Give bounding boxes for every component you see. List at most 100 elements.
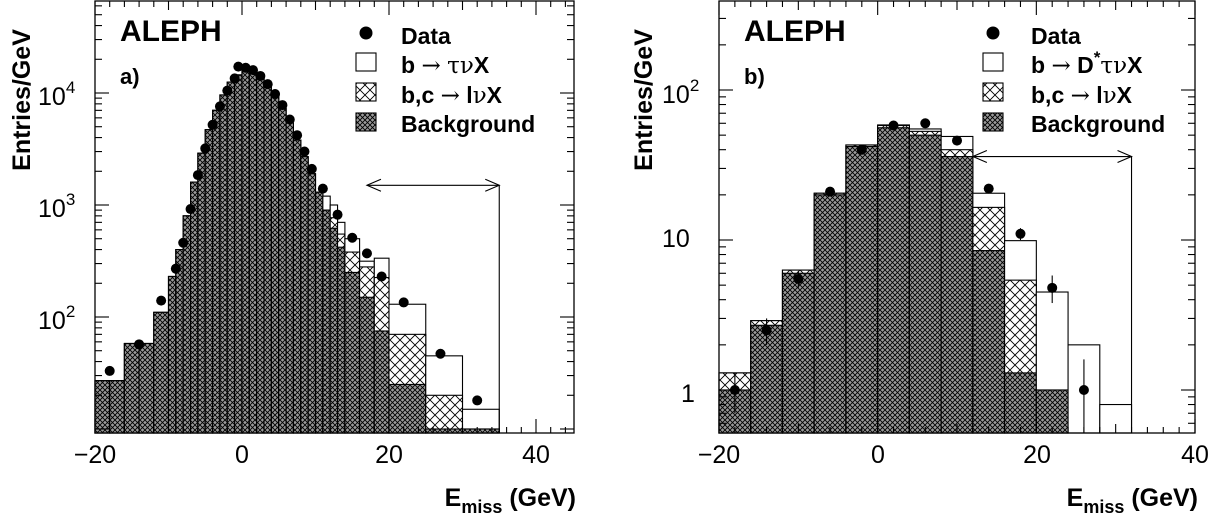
bar-background [1035, 389, 1069, 434]
data-point [888, 120, 899, 131]
x-axis-label: Emiss (GeV) [1067, 484, 1198, 517]
bar-background [322, 209, 331, 434]
data-point [435, 348, 446, 359]
data-point [233, 61, 244, 72]
selection-arrow [971, 150, 1133, 433]
x-tick-labels: −20 0 20 40 [698, 441, 1209, 469]
bar-background [263, 83, 272, 434]
y-axis-label: Entries/GeV [8, 29, 36, 171]
bar-background [1004, 372, 1037, 434]
legend-symbol-semileptonic [355, 82, 377, 102]
legend-symbol-data [986, 26, 1000, 40]
data-point [1015, 228, 1026, 239]
data-point [920, 118, 931, 129]
data-point [248, 65, 259, 76]
arrow-head-right [1117, 150, 1133, 164]
data-point [398, 297, 409, 308]
bar-background [256, 76, 265, 434]
data-point [270, 88, 281, 99]
x-tick-label: −20 [698, 441, 740, 469]
bar-background [307, 173, 317, 434]
data-point [156, 295, 167, 306]
panel-label: b) [744, 64, 765, 89]
data-point [983, 183, 994, 194]
selection-arrow [365, 178, 501, 433]
x-tick-label: 40 [1181, 441, 1209, 469]
histogram-bars [718, 124, 1133, 434]
data-point [825, 186, 836, 197]
data-point [214, 101, 225, 112]
legend-label-background: Background [401, 111, 535, 137]
bar-background [908, 134, 942, 434]
data-point [255, 70, 266, 81]
bar-background [292, 139, 302, 434]
x-tick-label: −20 [74, 441, 116, 469]
data-point [299, 146, 310, 157]
y-tick-label: 102 [662, 76, 699, 109]
bar-background [336, 246, 346, 434]
bar-background [314, 191, 324, 434]
bar-background [182, 215, 192, 434]
legend-label-background: Background [1031, 111, 1165, 137]
bar-background [109, 380, 125, 434]
bar-background [241, 69, 250, 434]
data-point [347, 232, 358, 243]
x-tick-label: 0 [235, 441, 249, 469]
bar-background [219, 94, 228, 434]
data-point [856, 144, 867, 155]
bar-background [197, 152, 206, 434]
y-tick-label: 102 [38, 302, 75, 335]
legend-label-semileptonic: b,c → lνX [1031, 82, 1133, 109]
data-point [134, 339, 145, 350]
data-point [376, 271, 387, 282]
data-point [332, 209, 343, 220]
data-point [178, 237, 189, 248]
legend-label-data: Data [1031, 23, 1081, 49]
data-point [207, 119, 218, 130]
bar-background [226, 81, 236, 434]
bar-background [344, 271, 361, 434]
data-point [192, 170, 203, 181]
x-tick-label: 40 [522, 441, 550, 469]
data-points [104, 61, 483, 406]
panel-a: −20 0 20 40 102 103 104 Entries/GeV Emis… [8, 0, 576, 517]
bar-background [123, 342, 140, 434]
legend-symbol-background [355, 112, 377, 132]
arrow-head-right [485, 178, 501, 192]
bar-background [388, 383, 427, 434]
arrow-head-left [971, 150, 988, 164]
experiment-label: ALEPH [744, 15, 846, 48]
y-tick-label: 103 [38, 190, 75, 223]
data-point [361, 248, 372, 259]
bar-background [175, 249, 184, 434]
bar-background [270, 94, 280, 434]
legend-symbol-semileptonic [982, 82, 1004, 102]
data-point [200, 143, 211, 154]
bar-background [190, 181, 199, 434]
plot-frame [94, 0, 575, 434]
data-point [306, 163, 317, 174]
data-point [793, 273, 804, 284]
bar-background [94, 380, 111, 434]
legend-symbol-signal [982, 52, 1004, 72]
legend-symbol-signal [355, 52, 377, 72]
y-tick-label: 1 [681, 380, 695, 408]
bar-background [278, 107, 287, 434]
panel-b: −20 0 20 40 1 10 102 Entries/GeV Emiss (… [630, 0, 1209, 517]
bar-background [153, 311, 170, 434]
data-point [1047, 282, 1058, 293]
bar-background [234, 74, 243, 434]
bar-background [940, 156, 974, 434]
legend-symbol-background [982, 112, 1004, 132]
data-point [185, 204, 196, 215]
bar-background [359, 296, 375, 434]
axis-ticks [718, 1, 1196, 433]
bar-background [212, 109, 221, 434]
y-axis-label: Entries/GeV [630, 29, 658, 171]
histogram-bars [94, 69, 500, 434]
legend-label-signal: b → τνX [401, 52, 490, 79]
bar-background [781, 272, 815, 434]
bar-background [813, 194, 847, 434]
data-point [729, 385, 740, 395]
y-tick-labels: 102 103 104 [38, 78, 75, 335]
